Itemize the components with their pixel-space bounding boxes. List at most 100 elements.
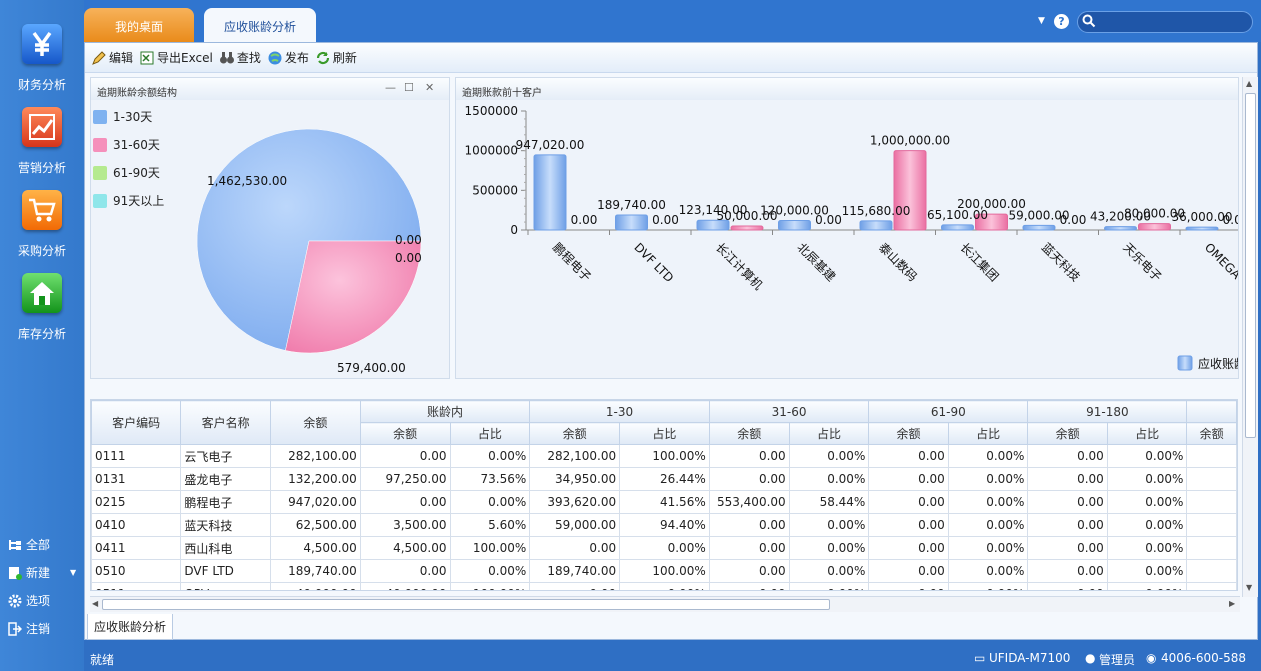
side-link-options[interactable]: 选项 (8, 592, 50, 609)
side-link-logout[interactable]: 注销 (8, 620, 50, 637)
edit-button[interactable]: 编辑 (91, 49, 133, 66)
nav-marketing-analysis[interactable]: 营销分析 (0, 107, 84, 176)
find-button[interactable]: 查找 (219, 49, 261, 66)
export-excel-label: 导出Excel (157, 49, 213, 66)
table-cell: 0.00 (1028, 491, 1107, 514)
sub-header-8[interactable]: 余额 (1028, 423, 1107, 445)
table-cell: 0510 (92, 560, 181, 583)
nav-purchase-analysis[interactable]: 采购分析 (0, 190, 84, 259)
table-cell: 282,100.00 (270, 445, 360, 468)
table-cell: 0.00% (948, 537, 1028, 560)
nav-inventory-analysis[interactable]: 库存分析 (0, 273, 84, 342)
sub-header-4[interactable]: 余额 (709, 423, 789, 445)
x-tick-label: 蓝天科技 (1039, 240, 1083, 284)
status-ready: 就绪 (90, 651, 114, 668)
col-customer-code[interactable]: 客户编码 (92, 401, 181, 445)
table-cell: 云飞电子 (181, 445, 271, 468)
publish-label: 发布 (285, 49, 309, 66)
bar-series1 (1186, 227, 1218, 230)
x-tick-label: 鹏程电子 (550, 240, 595, 285)
table-cell: 393,620.00 (530, 491, 620, 514)
table-row[interactable]: 0411 西山科电 4,500.00 4,500.00 100.00% 0.00 0.00%… (92, 537, 1237, 560)
help-icon[interactable]: ? (1054, 14, 1069, 29)
x-tick-label: 泰山数码 (876, 240, 921, 285)
table-cell: 0.00 (530, 537, 620, 560)
scroll-up-icon[interactable]: ▲ (1246, 79, 1252, 88)
scroll-right-icon[interactable]: ▶ (1229, 599, 1235, 608)
table-cell: 盛龙电子 (181, 468, 271, 491)
table-cell: 0.00% (1107, 491, 1187, 514)
table-cell (1187, 537, 1237, 560)
export-excel-button[interactable]: 导出Excel (139, 49, 213, 66)
bar-series1 (942, 225, 974, 230)
table-row[interactable]: 0511OPV40,000.0040,000.00100.00%0.000.00… (92, 583, 1237, 592)
y-tick-label: 0 (510, 223, 518, 237)
table-row[interactable]: 0215 鹏程电子 947,020.00 0.00 0.00% 393,620.00 41.… (92, 491, 1237, 514)
pencil-icon (91, 50, 107, 66)
table-cell: 0131 (92, 468, 181, 491)
table-cell: 0.00 (1028, 560, 1107, 583)
table-cell: 0.00% (789, 468, 869, 491)
refresh-icon (315, 50, 331, 66)
bottom-tab-ar-aging[interactable]: 应收账龄分析 (87, 614, 173, 640)
bar-series2 (1139, 224, 1171, 230)
sub-header-1[interactable]: 占比 (450, 423, 530, 445)
chevron-down-icon[interactable]: ▼ (1038, 16, 1045, 26)
status-phone: 4006-600-588 (1161, 651, 1246, 665)
tab-ar-aging[interactable]: 应收账龄分析 (204, 8, 316, 42)
table-cell: 100.00% (450, 583, 530, 592)
col-balance[interactable]: 余额 (270, 401, 360, 445)
table-cell: 947,020.00 (270, 491, 360, 514)
col-group-in-term: 账龄内 (360, 401, 529, 423)
table-cell: 0.00% (789, 537, 869, 560)
x-tick-label: DVF LTD (631, 240, 676, 285)
search-input[interactable] (1077, 11, 1253, 33)
toolbar: 编辑 导出Excel 查找 发布 刷新 (85, 43, 1257, 73)
top-bar: 我的桌面 应收账龄分析 ▼ ? (84, 0, 1261, 42)
table-cell: 100.00% (620, 560, 710, 583)
publish-button[interactable]: 发布 (267, 49, 309, 66)
table-cell: 0.00 (869, 514, 948, 537)
sub-header-7[interactable]: 占比 (948, 423, 1028, 445)
horizontal-scrollbar[interactable]: ◀ ▶ (90, 596, 1240, 612)
col-customer-name[interactable]: 客户名称 (181, 401, 271, 445)
scroll-left-icon[interactable]: ◀ (92, 599, 98, 608)
sub-header-3[interactable]: 占比 (620, 423, 710, 445)
sub-header-0[interactable]: 余额 (360, 423, 450, 445)
table-cell (1187, 445, 1237, 468)
nav-finance-analysis[interactable]: 财务分析 (0, 24, 84, 93)
table-cell (1187, 560, 1237, 583)
bar-series1 (860, 221, 892, 230)
vertical-scrollbar[interactable]: ▲ ▼ (1242, 77, 1258, 597)
sub-header-9[interactable]: 占比 (1107, 423, 1187, 445)
sub-header-5[interactable]: 占比 (789, 423, 869, 445)
sub-header-6[interactable]: 余额 (869, 423, 948, 445)
sub-header-2[interactable]: 余额 (530, 423, 620, 445)
side-link-all[interactable]: 全部 (8, 536, 50, 553)
table-cell: 0111 (92, 445, 181, 468)
minimize-icon[interactable]: — (385, 81, 396, 94)
status-server: UFIDA-M7100 (989, 651, 1070, 665)
tab-my-desktop[interactable]: 我的桌面 (84, 8, 194, 42)
table-row[interactable]: 0131 盛龙电子 132,200.00 97,250.00 73.56% 34,950.… (92, 468, 1237, 491)
horizontal-scroll-thumb[interactable] (102, 599, 830, 610)
pie-label: 579,400.00 (337, 361, 406, 375)
table-row[interactable]: 0510 DVF LTD 189,740.00 0.00 0.00% 189,740.00… (92, 560, 1237, 583)
vertical-scroll-thumb[interactable] (1245, 93, 1256, 438)
refresh-button[interactable]: 刷新 (315, 49, 357, 66)
maximize-icon[interactable]: ☐ (404, 81, 414, 94)
table-cell: 0.00 (1028, 468, 1107, 491)
table-row[interactable]: 0410 蓝天科技 62,500.00 3,500.00 5.60% 59,000.00 9… (92, 514, 1237, 537)
close-icon[interactable]: ✕ (425, 81, 434, 94)
bar-data-label: 0.00 (1223, 213, 1238, 227)
table-cell: 0.00% (948, 468, 1028, 491)
table-row[interactable]: 0111 云飞电子 282,100.00 0.00 0.00% 282,100.00 100… (92, 445, 1237, 468)
bar-legend-swatch (1178, 356, 1192, 370)
sub-header-10[interactable]: 余额 (1187, 423, 1237, 445)
search-icon (1082, 14, 1096, 28)
globe-icon (267, 50, 283, 66)
side-link-new[interactable]: 新建 ▼ (8, 564, 76, 581)
pie-panel: 逾期账龄余额结构 — ☐ ✕ 1-30天 31-60天 61-90天 91天以上… (90, 77, 450, 379)
scroll-down-icon[interactable]: ▼ (1246, 583, 1252, 592)
logout-icon (8, 622, 22, 636)
